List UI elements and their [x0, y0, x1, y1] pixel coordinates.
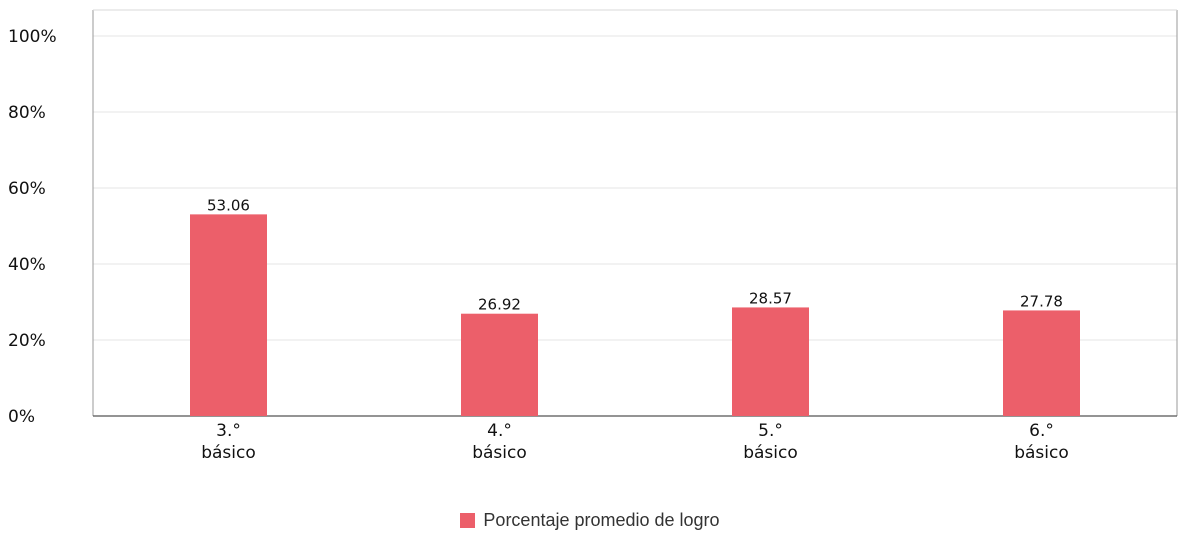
gridlines	[93, 35, 1177, 341]
y-tick-label: 0%	[8, 407, 35, 427]
x-category-label: básico	[201, 443, 256, 463]
axes	[92, 9, 1178, 417]
x-category-label: 4.°	[487, 421, 512, 441]
legend-label: Porcentaje promedio de logro	[483, 510, 720, 530]
x-category-label: 5.°	[758, 421, 783, 441]
y-tick-label: 40%	[8, 255, 46, 275]
bar-value-label: 28.57	[749, 289, 792, 307]
legend-swatch	[460, 513, 476, 528]
bar	[732, 307, 809, 416]
bar	[461, 313, 538, 416]
y-tick-label: 60%	[8, 179, 46, 199]
legend: Porcentaje promedio de logro	[0, 510, 1180, 531]
bar-value-label: 53.06	[207, 196, 250, 214]
y-tick-label: 20%	[8, 331, 46, 351]
bar-value-label: 26.92	[478, 296, 521, 314]
x-category-label: básico	[472, 443, 527, 463]
x-category-label: 6.°	[1029, 421, 1054, 441]
x-category-label: 3.°	[216, 421, 241, 441]
data-labels: 53.06 26.92 28.57 27.78	[207, 196, 1063, 313]
bars	[190, 214, 1080, 416]
x-category-label: básico	[1014, 443, 1069, 463]
bar	[190, 214, 267, 416]
bar-value-label: 27.78	[1020, 292, 1063, 310]
x-category-label: básico	[743, 443, 798, 463]
bar	[1003, 310, 1080, 416]
y-axis-tick-labels: 0% 20% 40% 60% 80% 100%	[8, 27, 57, 427]
y-tick-label: 80%	[8, 103, 46, 123]
y-tick-label: 100%	[8, 27, 57, 47]
